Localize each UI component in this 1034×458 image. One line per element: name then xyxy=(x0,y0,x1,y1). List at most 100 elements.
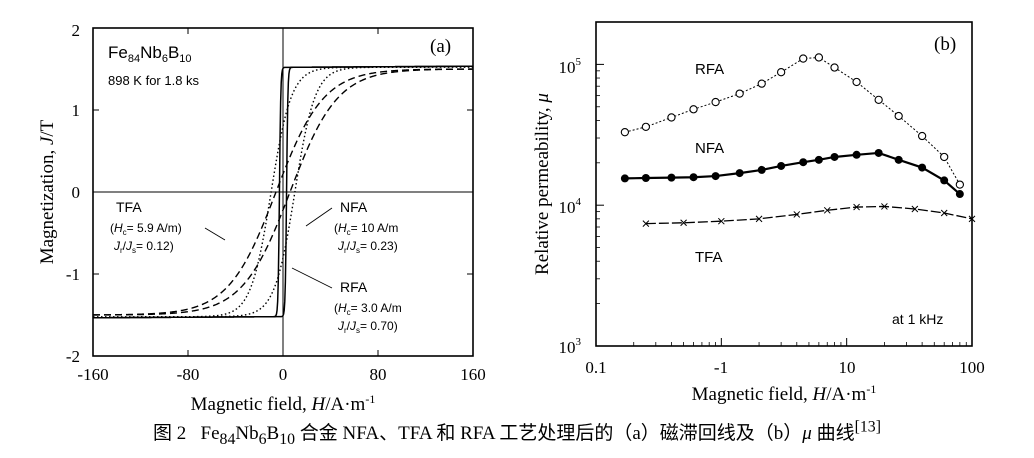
b-line-tfa xyxy=(645,205,973,225)
b-point-rfa xyxy=(830,63,839,72)
a-nfa-label: NFA xyxy=(340,199,368,215)
b-xtick-label: 100 xyxy=(959,358,985,377)
a-tfa-leader xyxy=(204,227,226,241)
panel-b-permeability-chart: 0.1 -1 10 100 103 104 105 Magnetic field… xyxy=(532,21,985,405)
b-point-rfa xyxy=(799,54,808,63)
b-point-nfa xyxy=(689,173,698,182)
panel-a-curves xyxy=(92,65,474,319)
b-point-tfa xyxy=(823,206,831,214)
a-nfa-leader xyxy=(305,207,333,227)
a-ytick-label: -2 xyxy=(66,347,80,366)
b-point-nfa xyxy=(852,150,861,159)
b-point-tfa xyxy=(793,211,801,218)
b-point-rfa xyxy=(940,152,949,162)
b-point-rfa xyxy=(667,113,676,122)
b-point-tfa xyxy=(940,209,948,217)
b-point-nfa xyxy=(735,169,744,178)
b-point-nfa xyxy=(711,172,720,181)
a-xtick-label: 160 xyxy=(460,365,486,384)
a-x-axis-title: Magnetic field, H/A·m-1 xyxy=(191,392,376,415)
b-point-nfa xyxy=(940,176,949,185)
b-point-nfa xyxy=(918,163,927,172)
panel-b-curves xyxy=(620,53,976,227)
a-tfa-ratio: Jr/Js= 0.12) xyxy=(113,239,174,255)
b-point-nfa xyxy=(894,155,903,164)
b-ytick-label: 104 xyxy=(559,196,582,217)
b-point-nfa xyxy=(757,165,766,174)
b-point-rfa xyxy=(874,95,883,104)
b-point-nfa xyxy=(799,158,808,167)
b-point-rfa xyxy=(641,122,651,132)
b-point-nfa xyxy=(667,173,676,182)
a-y-axis-title: Magnetization, J/T xyxy=(37,119,58,264)
a-alloy-formula: Fe84Nb6B10 xyxy=(108,43,192,65)
b-ytick-label: 105 xyxy=(559,56,582,77)
b-rfa-label: RFA xyxy=(695,61,724,78)
a-ytick-label: 1 xyxy=(72,101,81,120)
a-rfa-hc: (Hc= 3.0 A/m xyxy=(334,301,402,317)
a-ytick-label: -1 xyxy=(66,265,80,284)
b-point-nfa xyxy=(620,174,629,183)
b-point-nfa xyxy=(814,155,823,164)
b-point-rfa xyxy=(757,79,766,88)
a-rfa-annotation: RFA (Hc= 3.0 A/m Jr/Js= 0.70) xyxy=(291,267,402,335)
b-point-nfa xyxy=(641,174,650,183)
a-tfa-hc: (Hc= 5.9 A/m) xyxy=(110,221,182,237)
b-xtick-label: -1 xyxy=(714,358,728,377)
b-point-nfa xyxy=(830,152,839,161)
panel-a-ticks xyxy=(92,27,474,357)
panel-b-label: (b) xyxy=(934,34,956,55)
a-loop-tfa-ascending xyxy=(93,68,473,316)
a-xtick-label: 80 xyxy=(370,365,387,384)
a-rfa-leader xyxy=(291,267,333,289)
a-rfa-ratio: Jr/Js= 0.70) xyxy=(337,319,398,335)
a-tfa-annotation: TFA (Hc= 5.9 A/m) Jr/Js= 0.12) xyxy=(110,199,226,255)
b-point-rfa xyxy=(776,68,786,77)
b-tfa-label: TFA xyxy=(695,249,723,266)
a-ytick-label: 0 xyxy=(72,183,81,202)
a-anneal-condition: 898 K for 1.8 ks xyxy=(108,73,200,88)
b-point-rfa xyxy=(735,89,744,98)
b-point-rfa xyxy=(894,111,903,121)
b-point-tfa xyxy=(717,217,725,225)
a-tfa-label: TFA xyxy=(116,199,142,215)
b-frequency-note: at 1 kHz xyxy=(892,311,943,327)
b-point-tfa xyxy=(853,203,860,211)
b-point-tfa xyxy=(642,220,650,227)
a-nfa-annotation: NFA (Hc= 10 A/m Jr/Js= 0.23) xyxy=(305,199,398,255)
a-loop-rfa-descending xyxy=(92,65,474,319)
b-point-tfa xyxy=(881,203,888,210)
b-nfa-label: NFA xyxy=(695,140,724,157)
a-rfa-label: RFA xyxy=(340,279,368,295)
b-point-tfa xyxy=(755,215,763,223)
a-xtick-label: -80 xyxy=(177,365,200,384)
a-loop-tfa-descending xyxy=(93,68,473,316)
b-point-rfa xyxy=(955,180,965,189)
a-xtick-label: -160 xyxy=(77,365,108,384)
a-nfa-ratio: Jr/Js= 0.23) xyxy=(337,239,398,255)
figure-caption: 图 2 Fe84Nb6B10 合金 NFA、TFA 和 RFA 工艺处理后的（a… xyxy=(153,418,881,448)
b-xtick-label: 10 xyxy=(839,358,856,377)
b-point-tfa xyxy=(911,205,919,213)
panel-b-frame xyxy=(595,21,973,347)
b-point-nfa xyxy=(955,190,964,199)
b-point-tfa xyxy=(968,215,976,223)
b-point-rfa xyxy=(917,131,927,141)
b-point-nfa xyxy=(874,148,883,157)
b-point-rfa xyxy=(852,77,861,87)
b-xtick-label: 0.1 xyxy=(585,358,606,377)
b-line-nfa xyxy=(624,151,961,195)
b-point-nfa xyxy=(777,161,786,170)
a-xtick-label: 0 xyxy=(279,365,288,384)
b-point-tfa xyxy=(680,219,687,227)
b-point-rfa xyxy=(711,97,720,107)
a-nfa-hc: (Hc= 10 A/m xyxy=(334,221,398,237)
b-y-axis-title: Relative permeability, μ xyxy=(532,93,553,275)
b-point-rfa xyxy=(814,53,824,62)
b-point-rfa xyxy=(689,105,698,114)
b-x-axis-title: Magnetic field, H/A·m-1 xyxy=(692,382,877,405)
a-ytick-label: 2 xyxy=(72,21,81,40)
b-line-rfa xyxy=(624,56,961,185)
panel-a-hysteresis-chart: -160 -80 0 80 160 -2 -1 0 1 2 Magnetic f… xyxy=(37,21,486,415)
